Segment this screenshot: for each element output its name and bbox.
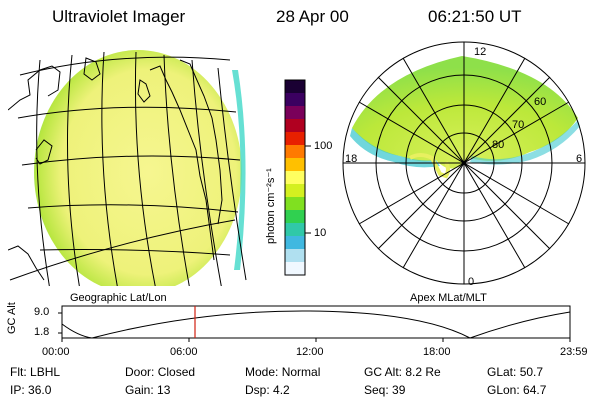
altitude-timeline — [58, 305, 571, 342]
colorbar-band — [285, 145, 305, 159]
colorbar-tick-label-100: 100 — [314, 140, 333, 152]
colorbar-frame — [284, 79, 306, 276]
colorbar-unit-label: photon cm⁻²s⁻¹ — [265, 168, 277, 244]
colorbar-band — [285, 262, 305, 276]
limb-glow — [232, 70, 246, 270]
status-glon: GLon: 64.7 — [487, 383, 546, 397]
colorbar-band — [285, 236, 305, 250]
altitude-curve — [61, 310, 571, 339]
status-seq-label: Seq: — [364, 383, 389, 397]
status-gc-alt-label: GC Alt: — [364, 365, 403, 379]
colorbar-band — [285, 106, 305, 120]
status-door-label: Door: — [125, 365, 155, 379]
colorbar — [284, 79, 311, 276]
timeline-ytick-9: 9.0 — [34, 306, 50, 318]
status-gain-label: Gain: — [125, 383, 154, 397]
status-glat-label: GLat: — [487, 365, 517, 379]
status-seq-value: 39 — [392, 383, 406, 397]
mlat-label-60: 60 — [534, 96, 547, 108]
status-seq: Seq: 39 — [364, 383, 405, 397]
status-glat: GLat: 50.7 — [487, 365, 543, 379]
mlat-label-80: 80 — [492, 139, 505, 151]
status-mode: Mode: Normal — [245, 365, 320, 379]
earth-disk — [34, 50, 242, 286]
timeline-ylabel: GC Alt — [6, 302, 18, 334]
colorbar-band — [285, 80, 305, 94]
longitude-lines — [36, 51, 247, 286]
colorbar-band — [285, 132, 305, 146]
status-filter-value: LBHL — [30, 365, 61, 379]
status-dsp-label: Dsp: — [245, 383, 270, 397]
instrument-title: Ultraviolet Imager — [52, 7, 186, 26]
emission-edge-east — [470, 120, 580, 165]
timeline-ytick-1.8: 1.8 — [34, 326, 50, 338]
status-glat-value: 50.7 — [519, 365, 544, 379]
timeline-xtick-2359: 23:59 — [560, 346, 588, 358]
status-filter: Flt: LBHL — [10, 365, 60, 379]
status-ip-value: 36.0 — [28, 383, 52, 397]
status-dsp: Dsp: 4.2 — [245, 383, 290, 397]
colorbar-band — [285, 197, 305, 211]
status-ip-label: IP: — [10, 383, 25, 397]
geographic-map — [8, 50, 247, 286]
status-gain-value: 13 — [157, 383, 171, 397]
status-dsp-value: 4.2 — [273, 383, 290, 397]
geographic-caption: Geographic Lat/Lon — [70, 292, 167, 304]
timeline-xtick-0000: 00:00 — [42, 346, 70, 358]
colorbar-band — [285, 119, 305, 133]
timeline-xtick-1200: 12:00 — [296, 346, 324, 358]
colorbar-band — [285, 158, 305, 172]
status-glon-value: 64.7 — [523, 383, 547, 397]
mlt-label-18: 18 — [345, 153, 358, 165]
mlt-label-0: 0 — [468, 276, 475, 288]
colorbar-band — [285, 171, 305, 185]
apex-caption: Apex MLat/MLT — [410, 292, 487, 304]
colorbar-band — [285, 184, 305, 198]
polar-plot — [342, 41, 586, 285]
auroral-emission — [352, 56, 578, 169]
status-glon-label: GLon: — [487, 383, 520, 397]
status-filter-label: Flt: — [10, 365, 27, 379]
colorbar-stack — [285, 80, 305, 276]
status-door: Door: Closed — [125, 365, 195, 379]
colorbar-tick-label-10: 10 — [314, 227, 327, 239]
colorbar-band — [285, 249, 305, 263]
timeline-xtick-1800: 18:00 — [423, 346, 451, 358]
mlt-spokes — [343, 42, 585, 284]
status-mode-label: Mode: — [245, 365, 279, 379]
observation-time: 06:21:50 UT — [428, 7, 522, 26]
mlat-label-70: 70 — [512, 119, 525, 131]
colorbar-band — [285, 210, 305, 224]
observation-date: 28 Apr 00 — [276, 7, 349, 26]
arc-feature — [408, 153, 450, 179]
status-ip: IP: 36.0 — [10, 383, 51, 397]
coastlines — [8, 57, 223, 281]
mlt-label-12: 12 — [474, 46, 487, 58]
status-gc-alt-value: 8.2 Re — [405, 365, 441, 379]
status-gc-alt: GC Alt: 8.2 Re — [364, 365, 441, 379]
mlt-label-6: 6 — [576, 153, 583, 165]
status-door-value: Closed — [157, 365, 196, 379]
timeline-ticks — [58, 312, 571, 342]
colorbar-band — [285, 93, 305, 107]
status-mode-value: Normal — [281, 365, 321, 379]
colorbar-band — [285, 223, 305, 237]
timeline-xtick-0600: 06:00 — [170, 346, 198, 358]
status-gain: Gain: 13 — [125, 383, 170, 397]
